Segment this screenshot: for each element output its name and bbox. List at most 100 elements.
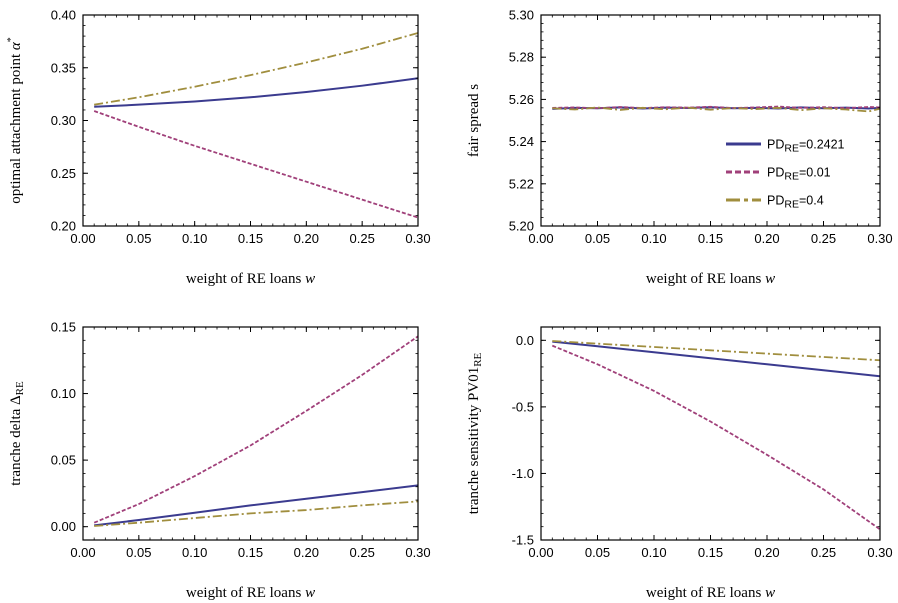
y-tick-label: 0.40 bbox=[51, 8, 76, 23]
y-tick-label: -1.5 bbox=[512, 533, 534, 548]
y-tick-label: 0.15 bbox=[51, 320, 76, 335]
y-axis-label-var: α bbox=[8, 41, 24, 50]
legend-label: PDRE=0.4 bbox=[767, 194, 824, 211]
series-line-dashdot bbox=[94, 500, 418, 527]
y-axis-label-sub: RE bbox=[14, 381, 26, 395]
legend-label-sub: RE bbox=[784, 199, 799, 211]
y-tick-label: -0.5 bbox=[512, 399, 534, 414]
x-tick-label: 0.10 bbox=[182, 545, 207, 560]
series-line-solid bbox=[94, 484, 418, 527]
legend-label-name: PD bbox=[767, 194, 784, 208]
y-axis-label-sup: * bbox=[6, 37, 17, 42]
x-tick-label: 0.15 bbox=[698, 231, 723, 246]
legend-label: PDRE=0.01 bbox=[767, 166, 831, 183]
x-tick-label: 0.05 bbox=[126, 545, 151, 560]
x-axis-label: weight of RE loans w bbox=[186, 585, 315, 601]
chart-panel-4: 0.00 0.05 0.10 0.15 0.20 0.25 0.30 0.0 -0.5 -1.0 -… bbox=[466, 326, 893, 601]
x-axis-label: weight of RE loans w bbox=[646, 585, 775, 601]
x-tick-label: 0.10 bbox=[182, 231, 207, 246]
x-tick-label: 0.30 bbox=[867, 545, 892, 560]
legend-label-value: =0.4 bbox=[799, 194, 824, 208]
chart-panel-1: 0.00 0.05 0.10 0.15 0.20 0.25 0.30 0.20 0.25 0.30… bbox=[6, 8, 431, 288]
legend-label-sub: RE bbox=[784, 143, 799, 155]
y-axis-label: optimal attachment point α* bbox=[6, 37, 24, 204]
x-tick-label: 0.05 bbox=[126, 231, 151, 246]
legend-label-value: =0.01 bbox=[799, 166, 831, 180]
legend-label-value: =0.2421 bbox=[799, 138, 845, 152]
x-axis-label-text: weight of RE loans bbox=[186, 271, 305, 287]
series-line-solid bbox=[552, 340, 880, 378]
x-axis-label-var: w bbox=[305, 271, 315, 287]
y-tick-label: 0.20 bbox=[51, 219, 76, 234]
x-axis-label: weight of RE loans w bbox=[646, 271, 775, 287]
x-axis-label-var: w bbox=[765, 271, 775, 287]
x-axis-label-text: weight of RE loans bbox=[646, 585, 765, 601]
x-axis-label-text: weight of RE loans bbox=[646, 271, 765, 287]
y-axis-label-text: tranche delta Δ bbox=[8, 395, 24, 486]
y-tick-label: 5.20 bbox=[509, 219, 534, 234]
series-line-dashed bbox=[552, 105, 880, 110]
x-tick-label: 0.25 bbox=[811, 545, 836, 560]
x-tick-label: 0.25 bbox=[350, 231, 375, 246]
x-tick-label: 0.20 bbox=[754, 545, 779, 560]
x-tick-label: 0.30 bbox=[405, 545, 430, 560]
y-tick-label: 0.05 bbox=[51, 453, 76, 468]
series-line-dashdot bbox=[552, 106, 880, 113]
x-tick-label: 0.15 bbox=[698, 545, 723, 560]
y-axis-label-text: tranche sensitivity PV01 bbox=[466, 367, 482, 514]
x-axis-label-var: w bbox=[305, 585, 315, 601]
y-tick-label: 0.0 bbox=[516, 333, 534, 348]
y-tick-label: 5.28 bbox=[509, 50, 534, 65]
legend-label-name: PD bbox=[767, 138, 784, 152]
x-tick-label: 0.25 bbox=[350, 545, 375, 560]
legend-label-name: PD bbox=[767, 166, 784, 180]
y-tick-label: 0.25 bbox=[51, 166, 76, 181]
x-axis-label-var: w bbox=[765, 585, 775, 601]
x-axis-label-text: weight of RE loans bbox=[186, 585, 305, 601]
legend-label-sub: RE bbox=[784, 171, 799, 183]
y-tick-label: 0.35 bbox=[51, 60, 76, 75]
y-axis-label: tranche sensitivity PV01RE bbox=[466, 352, 484, 514]
series-line-dashdot bbox=[94, 32, 418, 106]
x-tick-label: 0.00 bbox=[528, 545, 553, 560]
x-tick-label: 0.10 bbox=[641, 231, 666, 246]
y-axis-label: fair spread s bbox=[466, 84, 482, 157]
x-tick-label: 0.30 bbox=[867, 231, 892, 246]
x-tick-label: 0.15 bbox=[238, 231, 263, 246]
x-tick-label: 0.20 bbox=[754, 231, 779, 246]
chart-panel-2: 0.00 0.05 0.10 0.15 0.20 0.25 0.30 5.20 5.22 5.24… bbox=[466, 8, 893, 288]
x-tick-label: 0.00 bbox=[70, 545, 95, 560]
series-line-dashed bbox=[93, 335, 418, 524]
y-axis-label-text: optimal attachment point bbox=[8, 50, 24, 204]
y-tick-label: 5.30 bbox=[509, 8, 534, 23]
y-axis-label-text: fair spread s bbox=[466, 84, 482, 157]
y-tick-label: 0.10 bbox=[51, 386, 76, 401]
series-line-dashdot bbox=[552, 340, 880, 362]
y-axis-label: tranche delta ΔRE bbox=[8, 381, 26, 486]
plot-frame bbox=[82, 326, 419, 541]
x-tick-label: 0.00 bbox=[528, 231, 553, 246]
x-tick-label: 0.05 bbox=[585, 231, 610, 246]
legend-label: PDRE=0.2421 bbox=[767, 138, 845, 155]
x-tick-label: 0.00 bbox=[70, 231, 95, 246]
series-line-dashed bbox=[93, 110, 418, 219]
y-tick-label: 5.24 bbox=[509, 134, 534, 149]
y-tick-label: 5.22 bbox=[509, 176, 534, 191]
y-tick-label: 0.00 bbox=[51, 519, 76, 534]
y-tick-label: 0.30 bbox=[51, 113, 76, 128]
series-line-solid bbox=[94, 77, 418, 108]
y-tick-label: 5.26 bbox=[509, 92, 534, 107]
y-tick-label: -1.0 bbox=[512, 466, 534, 481]
x-axis-label: weight of RE loans w bbox=[186, 271, 315, 287]
x-tick-label: 0.20 bbox=[294, 231, 319, 246]
x-tick-label: 0.05 bbox=[585, 545, 610, 560]
x-tick-label: 0.10 bbox=[641, 545, 666, 560]
x-tick-label: 0.15 bbox=[238, 545, 263, 560]
y-axis-label-sub: RE bbox=[472, 352, 484, 366]
x-tick-label: 0.30 bbox=[405, 231, 430, 246]
plot-frame bbox=[540, 14, 881, 227]
chart-panel-3: 0.00 0.05 0.10 0.15 0.20 0.25 0.30 0.00 0.05 0.10… bbox=[8, 320, 431, 602]
x-tick-label: 0.25 bbox=[811, 231, 836, 246]
